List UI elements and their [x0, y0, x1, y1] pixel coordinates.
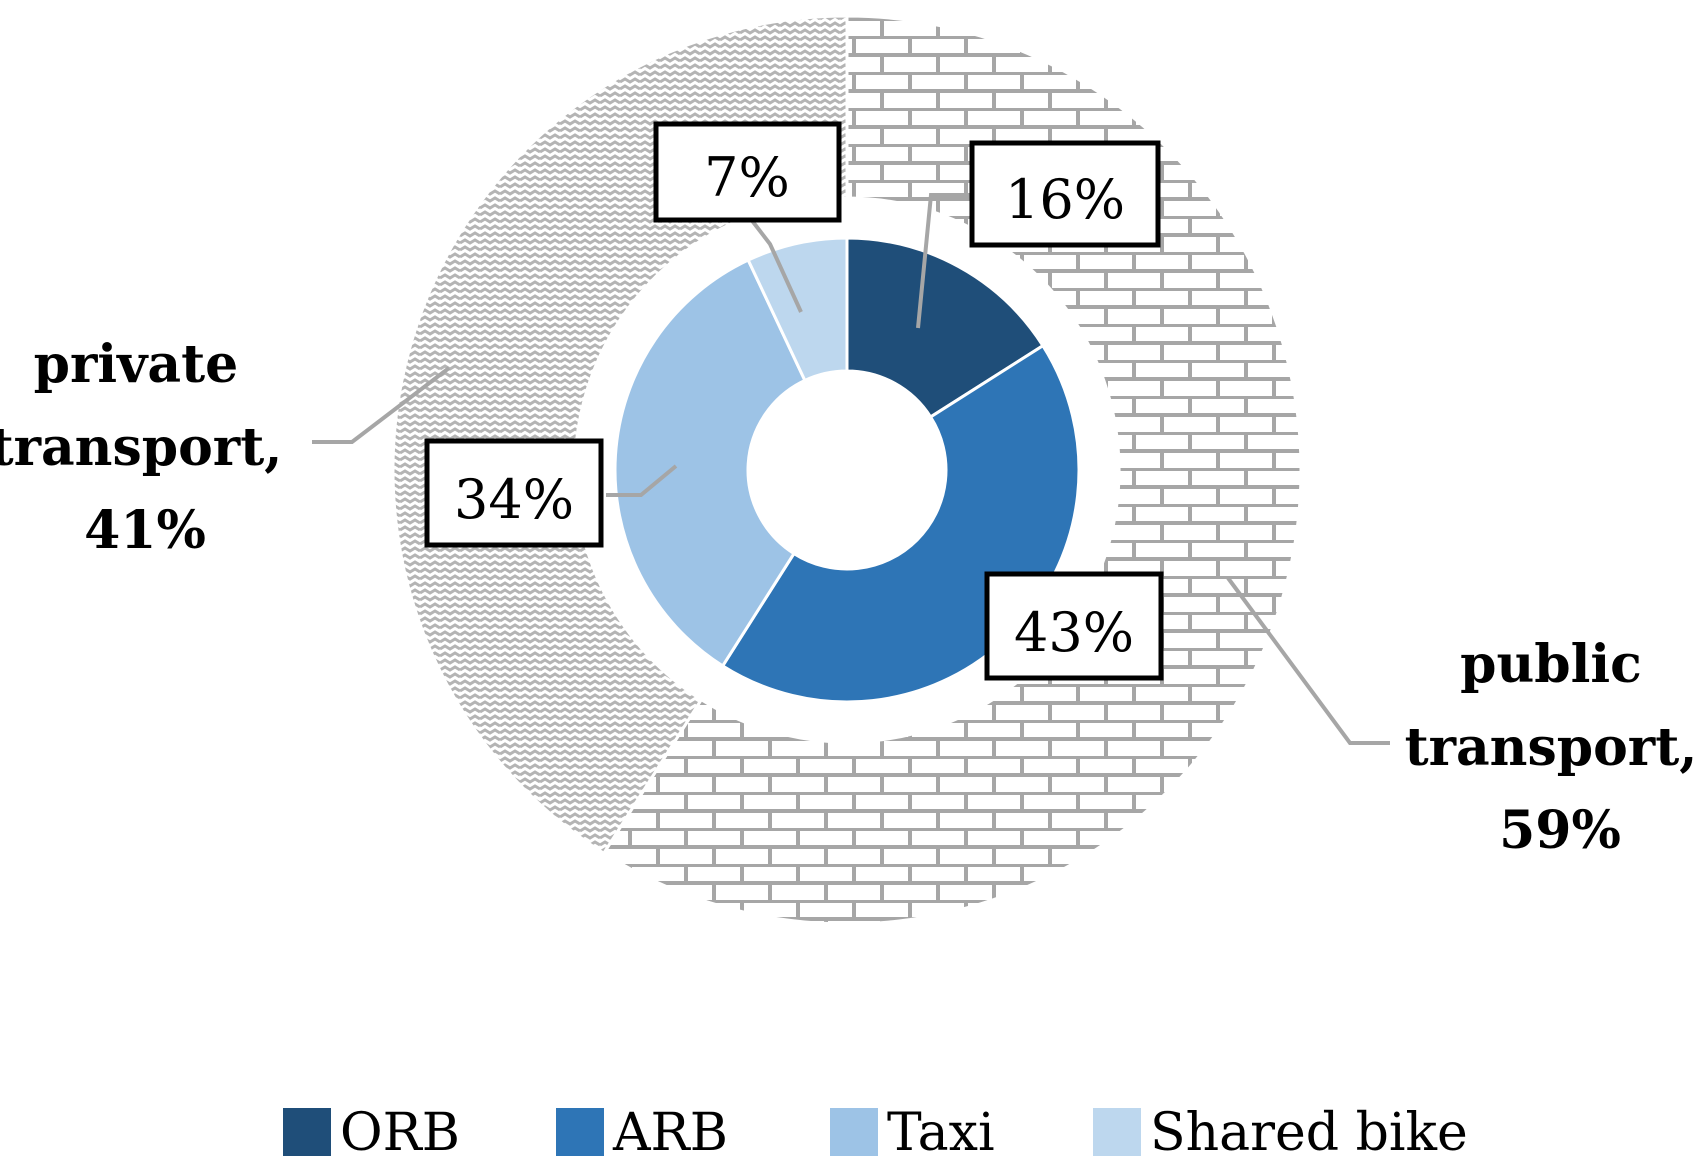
data-label-shared-bike: 7%: [653, 121, 842, 223]
legend-item-taxi[interactable]: Taxi: [830, 1103, 995, 1163]
inner-slice-taxi[interactable]: [613, 258, 807, 668]
outer-label-private-line-3: 41%: [84, 500, 206, 561]
outer-label-private: private transport, 41%: [0, 334, 300, 561]
legend-label-shared-bike: Shared bike: [1150, 1103, 1468, 1163]
legend-swatch-orb: [283, 1108, 331, 1156]
legend-label-orb: ORB: [340, 1103, 460, 1163]
legend-item-arb[interactable]: ARB: [556, 1103, 728, 1163]
legend-item-orb[interactable]: ORB: [283, 1103, 460, 1163]
legend-swatch-arb: [556, 1108, 604, 1156]
legend-label-arb: ARB: [612, 1103, 728, 1163]
legend-swatch-taxi: [830, 1108, 878, 1156]
data-label-orb-text: 16%: [1005, 168, 1125, 231]
data-label-arb: 43%: [984, 571, 1164, 681]
legend-swatch-shared-bike: [1093, 1108, 1141, 1156]
legend-item-shared-bike[interactable]: Shared bike: [1093, 1103, 1468, 1163]
outer-label-public-line-1: public: [1460, 634, 1642, 695]
data-label-taxi: 34%: [424, 438, 604, 548]
outer-label-public-line-2: transport,: [1405, 717, 1698, 778]
outer-label-public-line-3: 59%: [1499, 800, 1621, 861]
outer-label-private-line-2: transport,: [0, 417, 282, 478]
leader-line-orb: [916, 193, 970, 329]
leader-line-taxi: [606, 464, 678, 497]
data-label-orb: 16%: [969, 140, 1161, 248]
legend-label-taxi: Taxi: [887, 1103, 995, 1163]
leader-line-public: [1226, 576, 1390, 745]
data-label-taxi-text: 34%: [454, 468, 574, 531]
inner-slice-orb[interactable]: [845, 236, 1045, 420]
data-label-arb-text: 43%: [1014, 601, 1134, 664]
data-label-shared-bike-text: 7%: [704, 146, 790, 209]
leader-lines: [312, 193, 1390, 745]
leader-line-shared-bike: [748, 216, 803, 313]
legend: ORB ARB Taxi Shared bike: [283, 1103, 1468, 1163]
leader-line-private: [312, 366, 451, 444]
outer-label-public: public transport, 59%: [1405, 634, 1703, 861]
outer-label-private-line-1: private: [34, 334, 239, 395]
